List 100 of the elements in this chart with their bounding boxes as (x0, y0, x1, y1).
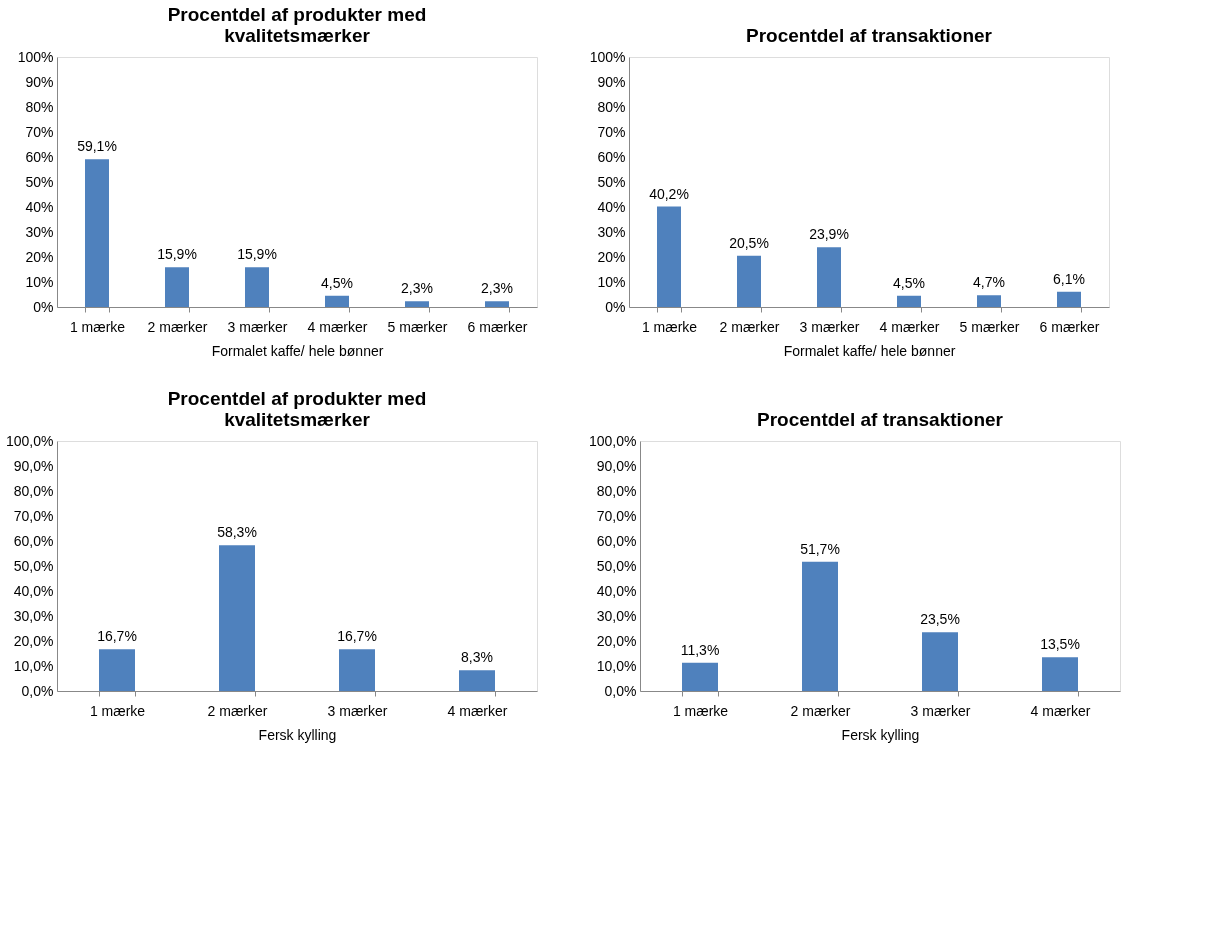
x-tick-label: 1 mærke (672, 702, 729, 719)
y-tick-label: 70,0% (596, 507, 637, 524)
y-tick-label: 60,0% (596, 532, 637, 549)
y-tick-label: 20,0% (13, 632, 54, 649)
y-tick-label: 80% (597, 98, 626, 115)
data-label: 16,7% (97, 628, 137, 645)
data-label: 15,9% (237, 246, 277, 263)
bar (459, 670, 495, 691)
bar (339, 649, 375, 691)
data-label: 4,5% (893, 274, 925, 291)
y-tick-label: 50,0% (13, 557, 54, 574)
bar (1042, 657, 1078, 691)
y-tick-label: 10,0% (13, 657, 54, 674)
y-tick-label: 40% (25, 198, 54, 215)
y-tick-label: 60% (25, 148, 54, 165)
x-tick-label: 4 mærker (307, 318, 368, 335)
y-tick-label: 70,0% (13, 507, 54, 524)
y-tick-label: 50% (25, 173, 54, 190)
data-label: 13,5% (1040, 636, 1080, 653)
data-label: 20,5% (729, 234, 769, 251)
data-label: 59,1% (77, 138, 117, 155)
x-tick-label: 3 mærker (910, 702, 971, 719)
y-tick-label: 90% (597, 73, 626, 90)
bar (219, 545, 255, 691)
y-tick-label: 0,0% (604, 682, 637, 699)
x-tick-label: 1 mærke (69, 318, 126, 335)
y-tick-label: 100,0% (589, 432, 637, 449)
x-tick-label: 6 mærker (1039, 318, 1100, 335)
data-label: 40,2% (649, 185, 689, 202)
y-tick-label: 100% (17, 48, 54, 65)
y-tick-label: 60% (597, 148, 626, 165)
x-tick-label: 5 mærker (959, 318, 1020, 335)
x-axis-title: Fersk kylling (841, 726, 920, 743)
bar (485, 301, 509, 307)
bar (99, 649, 135, 691)
y-tick-label: 30% (597, 223, 626, 240)
x-tick-label: 1 mærke (641, 318, 698, 335)
data-label: 51,7% (800, 540, 840, 557)
x-tick-label: 2 mærker (147, 318, 208, 335)
y-tick-label: 30,0% (596, 607, 637, 624)
data-label: 4,7% (973, 274, 1005, 291)
y-tick-label: 20,0% (596, 632, 637, 649)
y-tick-label: 10% (25, 273, 54, 290)
x-tick-label: 3 mærker (327, 702, 388, 719)
bar (682, 662, 718, 691)
y-tick-label: 40,0% (13, 582, 54, 599)
y-tick-label: 40,0% (596, 582, 637, 599)
data-label: 23,5% (920, 611, 960, 628)
bar (1057, 291, 1081, 307)
data-label: 11,3% (680, 641, 720, 658)
bar (657, 206, 681, 307)
y-tick-label: 30,0% (13, 607, 54, 624)
data-label: 4,5% (321, 274, 353, 291)
y-tick-label: 50% (597, 173, 626, 190)
x-axis-title: Fersk kylling (258, 726, 337, 743)
y-tick-label: 90% (25, 73, 54, 90)
x-tick-label: 4 mærker (879, 318, 940, 335)
bar (897, 295, 921, 307)
y-tick-label: 80,0% (13, 482, 54, 499)
y-tick-label: 90,0% (13, 457, 54, 474)
chart-title: Procentdel af produkter med kvalitetsmærker (167, 388, 427, 430)
x-tick-label: 3 mærker (799, 318, 860, 335)
chart-title: Procentdel af transaktioner (756, 409, 1004, 430)
x-tick-label: 3 mærker (227, 318, 288, 335)
data-label: 6,1% (1053, 270, 1085, 287)
y-tick-label: 0% (33, 298, 54, 315)
bar (802, 561, 838, 691)
x-axis-title: Formalet kaffe/ hele bønner (211, 342, 384, 359)
y-tick-label: 0% (605, 298, 626, 315)
y-tick-label: 90,0% (596, 457, 637, 474)
y-tick-label: 80% (25, 98, 54, 115)
x-tick-label: 4 mærker (1030, 702, 1091, 719)
x-tick-label: 2 mærker (790, 702, 851, 719)
y-tick-label: 40% (597, 198, 626, 215)
y-tick-label: 10,0% (596, 657, 637, 674)
y-tick-label: 60,0% (13, 532, 54, 549)
y-tick-label: 30% (25, 223, 54, 240)
x-tick-label: 2 mærker (719, 318, 780, 335)
bar (85, 159, 109, 307)
data-label: 58,3% (217, 524, 257, 541)
y-tick-label: 70% (597, 123, 626, 140)
bar (405, 301, 429, 307)
y-tick-label: 10% (597, 273, 626, 290)
bar (922, 632, 958, 691)
data-label: 16,7% (337, 628, 377, 645)
data-label: 8,3% (461, 649, 493, 666)
y-tick-label: 70% (25, 123, 54, 140)
x-tick-label: 2 mærker (207, 702, 268, 719)
y-tick-label: 100,0% (6, 432, 54, 449)
x-tick-label: 5 mærker (387, 318, 448, 335)
chart-title: Procentdel af transaktioner (745, 25, 993, 46)
x-tick-label: 4 mærker (447, 702, 508, 719)
bar (817, 247, 841, 307)
y-tick-label: 50,0% (596, 557, 637, 574)
bar (977, 295, 1001, 307)
chart-title: Procentdel af produkter med kvalitetsmærker (167, 4, 427, 46)
y-tick-label: 20% (25, 248, 54, 265)
y-tick-label: 80,0% (596, 482, 637, 499)
data-label: 2,3% (481, 280, 513, 297)
data-label: 23,9% (809, 226, 849, 243)
